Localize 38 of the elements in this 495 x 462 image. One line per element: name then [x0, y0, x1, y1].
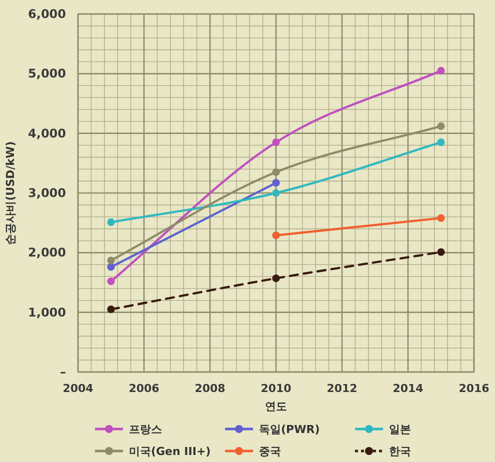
- x-tick-label: 2016: [458, 382, 490, 395]
- point: [272, 138, 280, 146]
- y-tick-label: 2,000: [28, 246, 66, 260]
- x-tick-label: 2014: [392, 382, 424, 395]
- y-tick-label: –: [60, 365, 66, 379]
- point: [437, 66, 445, 74]
- point: [437, 122, 445, 130]
- point: [272, 179, 280, 187]
- point: [107, 278, 115, 286]
- point: [437, 214, 445, 222]
- legend-label: 중국: [259, 445, 281, 458]
- point: [272, 168, 280, 176]
- x-tick-label: 2012: [326, 382, 358, 395]
- point: [437, 138, 445, 146]
- legend-label: 프랑스: [129, 423, 162, 436]
- x-tick-label: 2004: [62, 382, 94, 395]
- y-tick-label: 6,000: [28, 7, 66, 21]
- y-tick-label: 5,000: [28, 66, 66, 81]
- legend-label: 일본: [389, 423, 411, 436]
- x-tick-label: 2010: [260, 382, 292, 395]
- point: [107, 306, 115, 314]
- y-axis-title: 순공사비(USD/kW): [4, 141, 17, 245]
- y-tick-label: 3,000: [28, 186, 66, 200]
- point: [107, 263, 115, 271]
- y-tick-label: 4,000: [28, 126, 66, 140]
- point: [107, 256, 115, 264]
- point: [437, 248, 445, 256]
- point: [272, 274, 280, 282]
- legend-label: 한국: [389, 445, 411, 458]
- y-tick-label: 1,000: [28, 305, 66, 320]
- legend-label: 미국(Gen III+): [129, 445, 211, 458]
- point: [272, 232, 280, 240]
- point: [272, 189, 280, 197]
- x-axis-title: 연도: [265, 400, 287, 413]
- point: [107, 218, 115, 226]
- legend-label: 독일(PWR): [259, 423, 320, 436]
- x-tick-label: 2006: [128, 382, 160, 395]
- x-tick-label: 2008: [194, 382, 226, 395]
